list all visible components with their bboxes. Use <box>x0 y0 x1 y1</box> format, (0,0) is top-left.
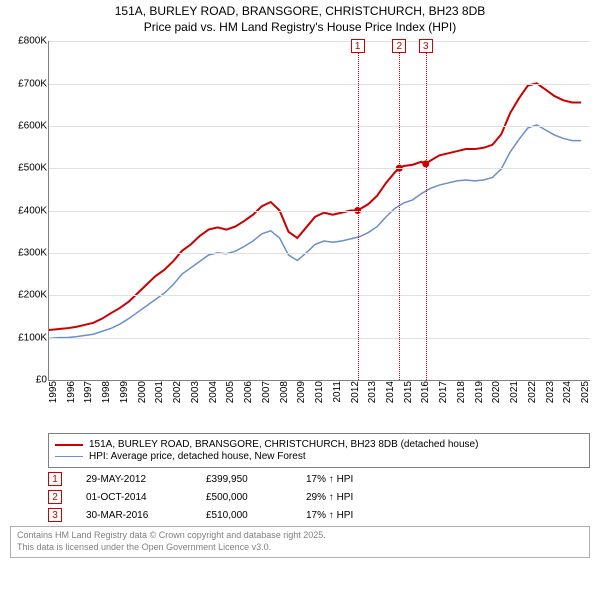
x-axis-label: 2015 <box>403 381 414 403</box>
legend-row: 151A, BURLEY ROAD, BRANSGORE, CHRISTCHUR… <box>55 439 583 450</box>
y-axis-label: £700K <box>3 78 47 89</box>
x-axis-label: 2022 <box>527 381 538 403</box>
sale-row: 3 30-MAR-2016£510,00017% ↑ HPI <box>48 508 590 522</box>
x-axis-label: 2025 <box>580 381 591 403</box>
y-axis-label: £500K <box>3 163 47 174</box>
y-axis-label: £100K <box>3 332 47 343</box>
sale-marker-box: 1 <box>351 39 365 53</box>
footer-line-1: Contains HM Land Registry data © Crown c… <box>17 530 583 542</box>
x-axis-label: 2005 <box>225 381 236 403</box>
legend-swatch-1 <box>55 444 83 446</box>
x-axis-label: 2001 <box>154 381 165 403</box>
footer-attribution: Contains HM Land Registry data © Crown c… <box>10 526 590 557</box>
legend-swatch-2 <box>55 456 83 457</box>
x-axis-label: 1997 <box>83 381 94 403</box>
x-axis-label: 2024 <box>562 381 573 403</box>
gridline <box>49 338 590 339</box>
sale-hpi: 17% ↑ HPI <box>306 474 590 485</box>
sale-price: £510,000 <box>206 510 306 521</box>
legend: 151A, BURLEY ROAD, BRANSGORE, CHRISTCHUR… <box>48 433 590 468</box>
gridline <box>49 168 590 169</box>
y-axis-label: £300K <box>3 248 47 259</box>
x-axis-label: 2008 <box>279 381 290 403</box>
x-axis-label: 2012 <box>350 381 361 403</box>
series-line-price_paid <box>49 84 581 331</box>
sale-marker-line <box>426 41 427 380</box>
sale-date: 30-MAR-2016 <box>86 510 206 521</box>
gridline <box>49 295 590 296</box>
sale-row-marker: 1 <box>48 472 62 486</box>
sale-date: 01-OCT-2014 <box>86 492 206 503</box>
x-axis-label: 1999 <box>119 381 130 403</box>
gridline <box>49 211 590 212</box>
x-axis-label: 2013 <box>367 381 378 403</box>
x-axis-label: 2003 <box>190 381 201 403</box>
x-axis-ticks: 1995 1996 1997 1998 1999 2000 2001 2002 2003 2004… <box>48 381 590 431</box>
gridline <box>49 253 590 254</box>
line-chart: £0£100K£200K£300K£400K£500K£600K£700K£80… <box>48 41 590 381</box>
x-axis-label: 1998 <box>101 381 112 403</box>
x-axis-label: 2021 <box>509 381 520 403</box>
sale-row: 2 01-OCT-2014£500,00029% ↑ HPI <box>48 490 590 504</box>
chart-title-block: 151A, BURLEY ROAD, BRANSGORE, CHRISTCHUR… <box>0 0 600 37</box>
x-axis-label: 1996 <box>66 381 77 403</box>
x-axis-label: 2018 <box>456 381 467 403</box>
x-axis-label: 2011 <box>332 381 343 403</box>
legend-label-2: HPI: Average price, detached house, New … <box>89 451 306 462</box>
sale-row-marker: 2 <box>48 490 62 504</box>
sale-hpi: 29% ↑ HPI <box>306 492 590 503</box>
sales-table: 129-MAY-2012£399,95017% ↑ HPI201-OCT-201… <box>48 472 590 522</box>
y-axis-label: £200K <box>3 290 47 301</box>
x-axis-label: 2010 <box>314 381 325 403</box>
x-axis-label: 2019 <box>474 381 485 403</box>
sale-price: £500,000 <box>206 492 306 503</box>
sale-hpi: 17% ↑ HPI <box>306 510 590 521</box>
sale-date: 29-MAY-2012 <box>86 474 206 485</box>
y-axis-label: £800K <box>3 36 47 47</box>
series-line-hpi <box>49 125 581 339</box>
sale-marker-line <box>358 41 359 380</box>
gridline <box>49 84 590 85</box>
title-line-2: Price paid vs. HM Land Registry's House … <box>0 20 600 36</box>
y-axis-label: £600K <box>3 120 47 131</box>
title-line-1: 151A, BURLEY ROAD, BRANSGORE, CHRISTCHUR… <box>0 4 600 20</box>
x-axis-label: 2009 <box>296 381 307 403</box>
y-axis-label: £400K <box>3 205 47 216</box>
sale-marker-box: 3 <box>419 39 433 53</box>
footer-line-2: This data is licensed under the Open Gov… <box>17 542 583 554</box>
x-axis-label: 2014 <box>385 381 396 403</box>
x-axis-label: 2004 <box>208 381 219 403</box>
x-axis-label: 2023 <box>545 381 556 403</box>
sale-marker-line <box>399 41 400 380</box>
sale-row: 1 29-MAY-2012£399,95017% ↑ HPI <box>48 472 590 486</box>
gridline <box>49 126 590 127</box>
sale-marker-box: 2 <box>392 39 406 53</box>
x-axis-label: 2016 <box>420 381 431 403</box>
x-axis-label: 2020 <box>491 381 502 403</box>
x-axis-label: 2017 <box>438 381 449 403</box>
x-axis-label: 2007 <box>261 381 272 403</box>
legend-row: HPI: Average price, detached house, New … <box>55 451 583 462</box>
x-axis-label: 2002 <box>172 381 183 403</box>
x-axis-label: 2006 <box>243 381 254 403</box>
y-axis-label: £0 <box>3 375 47 386</box>
x-axis-label: 2000 <box>137 381 148 403</box>
x-axis-label: 1995 <box>48 381 59 403</box>
gridline <box>49 41 590 42</box>
sale-row-marker: 3 <box>48 508 62 522</box>
legend-label-1: 151A, BURLEY ROAD, BRANSGORE, CHRISTCHUR… <box>89 439 478 450</box>
sale-price: £399,950 <box>206 474 306 485</box>
